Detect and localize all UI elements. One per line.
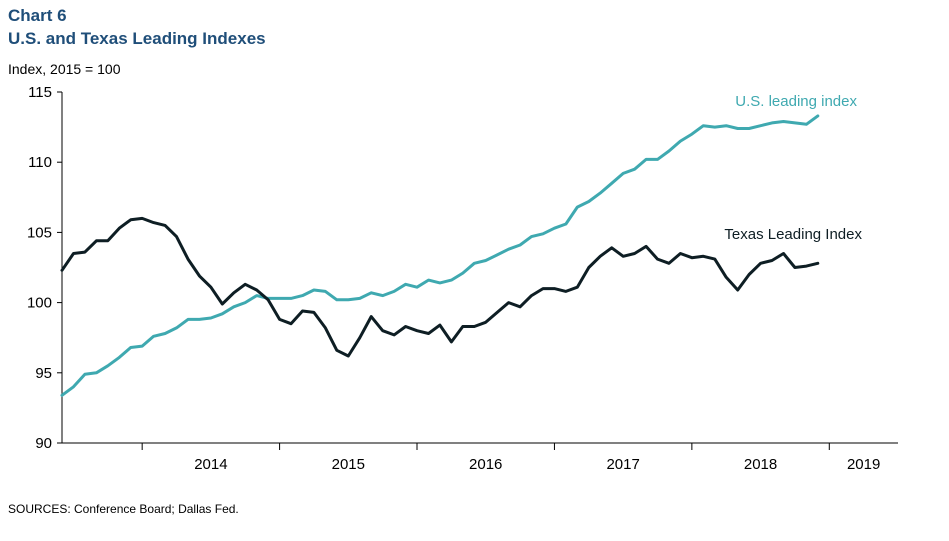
chart-title: U.S. and Texas Leading Indexes (8, 29, 266, 48)
x-tick-label: 2014 (194, 456, 227, 473)
y-axis-label: Index, 2015 = 100 (8, 61, 121, 77)
y-tick-label: 105 (27, 224, 52, 241)
y-tick-label: 100 (27, 295, 52, 312)
us-leading-index-line (60, 114, 820, 397)
x-tick-label: 2016 (469, 456, 502, 473)
x-tick-label: 2018 (744, 456, 777, 473)
us-series-label: U.S. leading index (735, 93, 857, 110)
x-tick-label: 2017 (606, 456, 639, 473)
y-tick-label: 115 (28, 84, 52, 101)
y-tick-label: 110 (28, 154, 52, 171)
source-note: SOURCES: Conference Board; Dallas Fed. (8, 502, 239, 516)
texas-leading-index-line (60, 216, 820, 358)
y-tick-label: 90 (35, 435, 52, 452)
series-layer (60, 114, 820, 397)
chart-number: Chart 6 (8, 6, 67, 25)
x-tick-label: 2015 (332, 456, 365, 473)
y-tick-label: 95 (35, 365, 52, 382)
axes: 90 95 100 105 110 115 2014 2015 2016 2017 2018 2019 (27, 84, 898, 473)
x-tick-label: 2019 (847, 456, 880, 473)
texas-series-label: Texas Leading Index (724, 226, 862, 243)
